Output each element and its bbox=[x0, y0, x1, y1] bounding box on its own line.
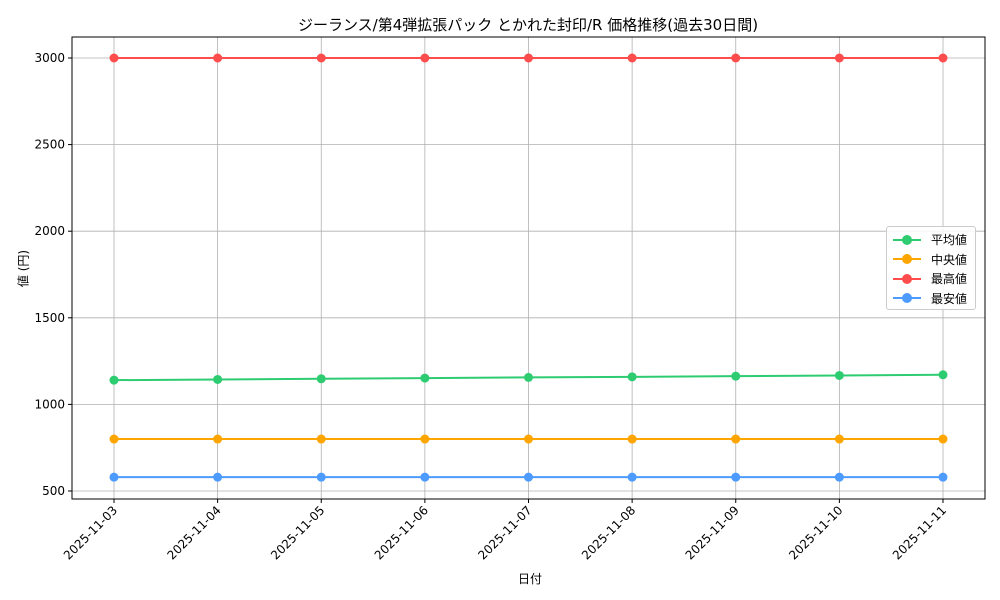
data-point bbox=[731, 434, 741, 444]
data-point bbox=[731, 371, 741, 381]
data-point bbox=[731, 472, 741, 482]
data-point bbox=[938, 370, 948, 380]
data-point bbox=[420, 373, 430, 383]
data-point bbox=[213, 472, 223, 482]
data-point bbox=[938, 434, 948, 444]
legend-label: 最安値 bbox=[931, 291, 968, 306]
legend-item: 最高値 bbox=[893, 269, 969, 289]
y-tick-label: 1500 bbox=[34, 311, 65, 325]
data-point bbox=[834, 434, 844, 444]
legend-marker-icon bbox=[893, 273, 921, 284]
x-tick-label: 2025-11-08 bbox=[579, 503, 638, 562]
data-point bbox=[213, 434, 223, 444]
data-point bbox=[316, 374, 326, 384]
x-tick-label: 2025-11-03 bbox=[61, 503, 120, 562]
x-tick-label: 2025-11-10 bbox=[786, 503, 845, 562]
data-point bbox=[731, 53, 741, 63]
series-line bbox=[109, 370, 948, 385]
legend-item: 最安値 bbox=[893, 289, 969, 309]
data-point bbox=[834, 472, 844, 482]
data-point bbox=[420, 472, 430, 482]
legend: 平均値中央値最高値最安値 bbox=[886, 226, 976, 310]
data-point bbox=[213, 53, 223, 63]
data-point bbox=[420, 434, 430, 444]
legend-marker-icon bbox=[893, 234, 921, 245]
data-point bbox=[109, 434, 119, 444]
y-tick-label: 3000 bbox=[34, 51, 65, 65]
legend-marker-icon bbox=[893, 293, 921, 304]
data-point bbox=[213, 374, 223, 384]
y-axis-label: 値 (円) bbox=[16, 249, 31, 288]
data-point bbox=[420, 53, 430, 63]
y-tick-label: 2500 bbox=[34, 138, 65, 152]
chart-title: ジーランス/第4弾拡張パック とかれた封印/R 価格推移(過去30日間) bbox=[297, 16, 759, 34]
series-line bbox=[109, 472, 948, 482]
x-tick-label: 2025-11-05 bbox=[268, 503, 327, 562]
legend-item: 中央値 bbox=[893, 250, 969, 270]
data-point bbox=[627, 434, 637, 444]
data-point bbox=[109, 53, 119, 63]
x-tick-label: 2025-11-06 bbox=[372, 503, 431, 562]
legend-item: 平均値 bbox=[893, 230, 969, 250]
data-point bbox=[316, 472, 326, 482]
data-point bbox=[834, 370, 844, 380]
data-point bbox=[316, 53, 326, 63]
y-tick-label: 500 bbox=[42, 484, 65, 498]
legend-label: 平均値 bbox=[931, 233, 968, 248]
data-point bbox=[938, 472, 948, 482]
data-point bbox=[109, 472, 119, 482]
legend-marker-icon bbox=[893, 254, 921, 265]
series-line bbox=[109, 53, 948, 63]
y-tick-label: 1000 bbox=[34, 397, 65, 411]
x-tick-label: 2025-11-09 bbox=[683, 503, 742, 562]
data-point bbox=[316, 434, 326, 444]
data-point bbox=[524, 472, 533, 482]
data-point bbox=[627, 372, 637, 382]
data-point bbox=[109, 375, 119, 385]
data-point bbox=[627, 53, 637, 63]
legend-label: 中央値 bbox=[931, 252, 968, 267]
data-point bbox=[834, 53, 844, 63]
data-point bbox=[524, 434, 533, 444]
data-point bbox=[938, 53, 948, 63]
x-axis-label: 日付 bbox=[517, 572, 542, 586]
y-tick-label: 2000 bbox=[34, 224, 65, 238]
x-tick-label: 2025-11-11 bbox=[890, 503, 949, 562]
legend-label: 最高値 bbox=[931, 272, 968, 287]
x-tick-label: 2025-11-07 bbox=[475, 503, 534, 562]
data-point bbox=[627, 472, 637, 482]
data-point bbox=[524, 53, 533, 63]
x-tick-label: 2025-11-04 bbox=[165, 503, 224, 562]
data-point bbox=[524, 372, 533, 382]
series-line bbox=[109, 434, 948, 444]
